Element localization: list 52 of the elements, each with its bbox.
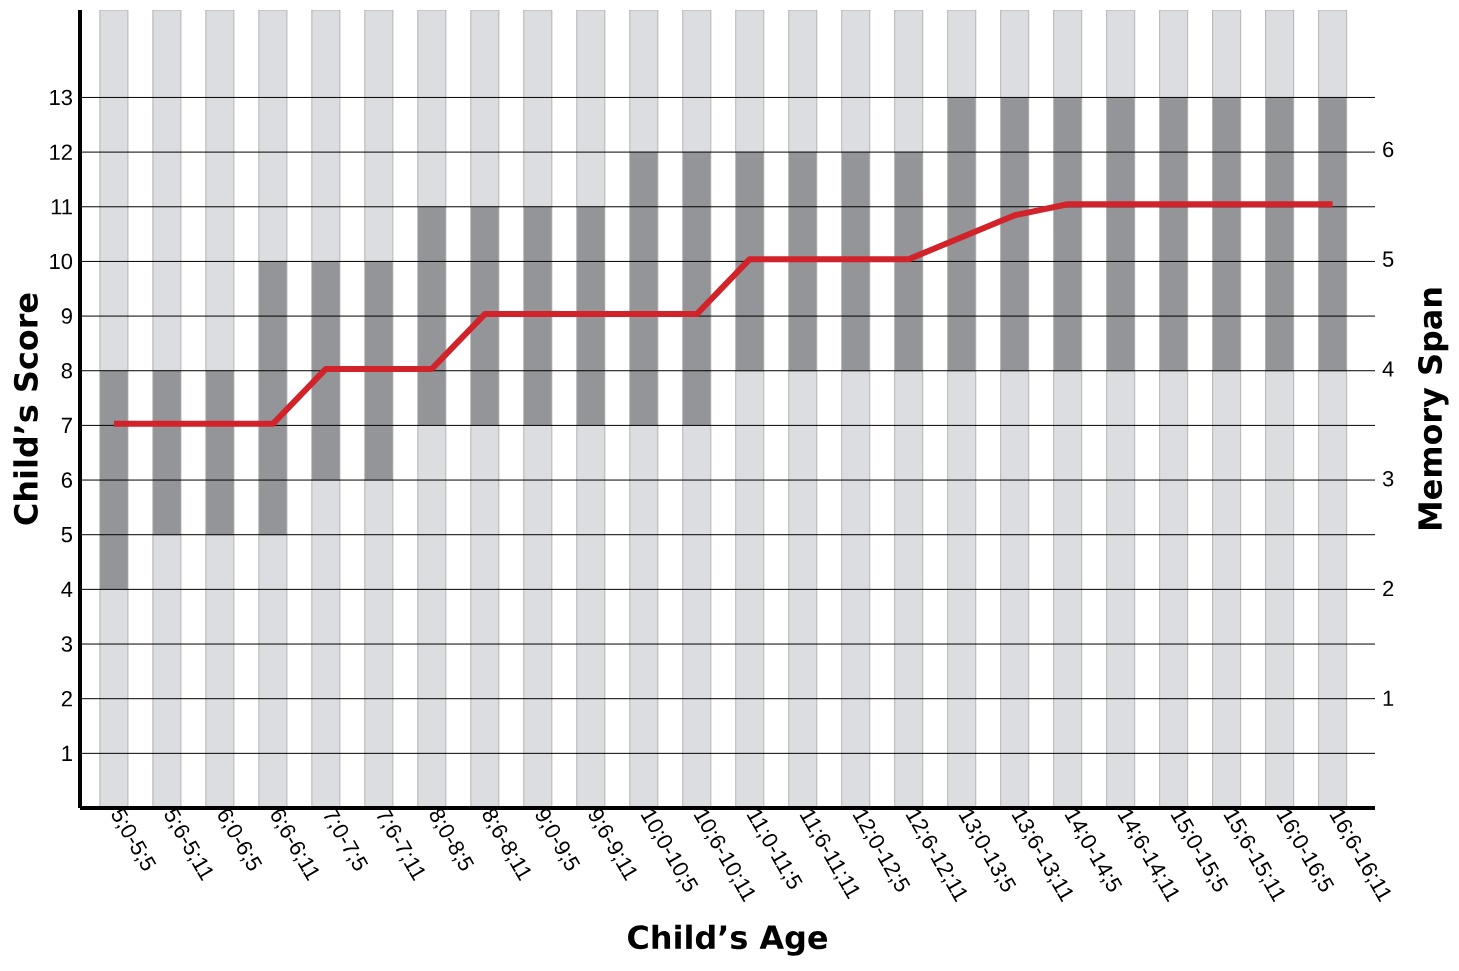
bar [364,480,393,808]
bar [735,9,765,153]
y-tick-label: 8 [61,363,72,379]
bar [311,480,340,808]
y-tick-label: 1 [62,745,72,761]
y-tick-label: 3 [61,636,72,652]
bar [258,534,287,808]
bar [1212,370,1241,808]
bar [1318,370,1348,808]
bar [894,9,924,153]
bar [788,370,817,808]
y2-tick-label: 4 [1382,361,1394,377]
y-tick-label: 6 [61,472,72,488]
y-tick-label: 13 [50,89,72,106]
bar [99,589,128,808]
bar [523,425,552,808]
bar [576,425,605,808]
bar [1159,370,1188,808]
y-tick-label: 11 [51,199,72,215]
y-tick-label: 5 [61,527,73,543]
y-tick-label: 2 [61,691,72,707]
bar [1265,370,1294,808]
bar [470,425,499,808]
bar [205,534,234,808]
bar [682,9,712,153]
bar [629,9,659,153]
bar [841,9,871,153]
bar [152,534,181,808]
y-tick-label: 9 [61,308,72,324]
y-tick-label: 12 [50,144,72,160]
bar [1000,370,1029,808]
y-tick-label: 10 [50,253,73,270]
y2-tick-label: 6 [1383,141,1394,158]
bar [682,425,711,808]
y-tick-label: 4 [61,581,73,597]
y2-tick-label: 1 [1383,690,1394,706]
bar [841,370,870,808]
bar [417,425,446,808]
bar [629,425,658,808]
bar [1053,370,1082,808]
y2-axis-title: Memory Span [1418,288,1449,530]
y2-tick-label: 3 [1382,470,1394,487]
y-tick-label: 7 [61,417,72,433]
bar [894,370,923,808]
y2-tick-label: 5 [1382,251,1394,267]
y-axis-title: Child’s Score [13,293,38,525]
bar [735,370,764,808]
bar [1106,370,1135,808]
bar [947,370,976,808]
bar [788,9,818,153]
x-axis-title: Child’s Age [628,924,828,956]
y2-tick-label: 2 [1383,580,1394,597]
